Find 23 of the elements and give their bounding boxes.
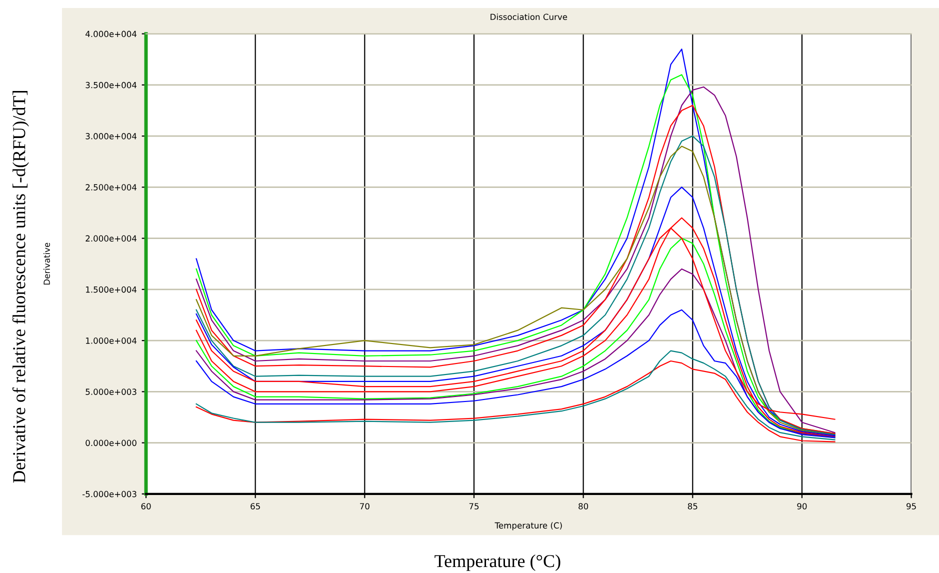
x-tick-label: 80	[578, 503, 588, 510]
y-tick-label: 3.500e+004	[86, 82, 137, 88]
y-tick-label: 5.000e+003	[86, 388, 136, 395]
x-tick-label: 95	[906, 503, 916, 510]
x-tick-label: 60	[141, 503, 151, 510]
x-tick-label: 75	[469, 503, 479, 510]
x-tick-label: 90	[797, 503, 807, 510]
y-tick-label: 3.000e+004	[86, 133, 137, 140]
y-tick-label: 2.000e+004	[86, 235, 137, 242]
y-tick-label: 1.000e+004	[86, 338, 137, 344]
y-tick-label: 4.000e+004	[86, 30, 137, 38]
x-tick-label: 65	[250, 503, 260, 510]
y-tick-label: 0.000e+000	[86, 440, 136, 446]
y-tick-label: 2.500e+004	[86, 184, 137, 190]
y-tick-label: 1.500e+004	[86, 286, 137, 293]
x-tick-label: 85	[688, 503, 698, 510]
x-tick-label: 70	[360, 503, 370, 510]
y-tick-label: -5.000e+003	[82, 490, 136, 498]
y-axis-title: Derivative	[43, 242, 50, 285]
chart-title: Dissociation Curve	[490, 14, 568, 20]
x-axis-title: Temperature (C)	[494, 522, 562, 530]
text: Derivative of relative fluorescence units [-d(RFU)/dT]	[12, 91, 29, 483]
text: Temperature (°C)	[434, 554, 560, 571]
